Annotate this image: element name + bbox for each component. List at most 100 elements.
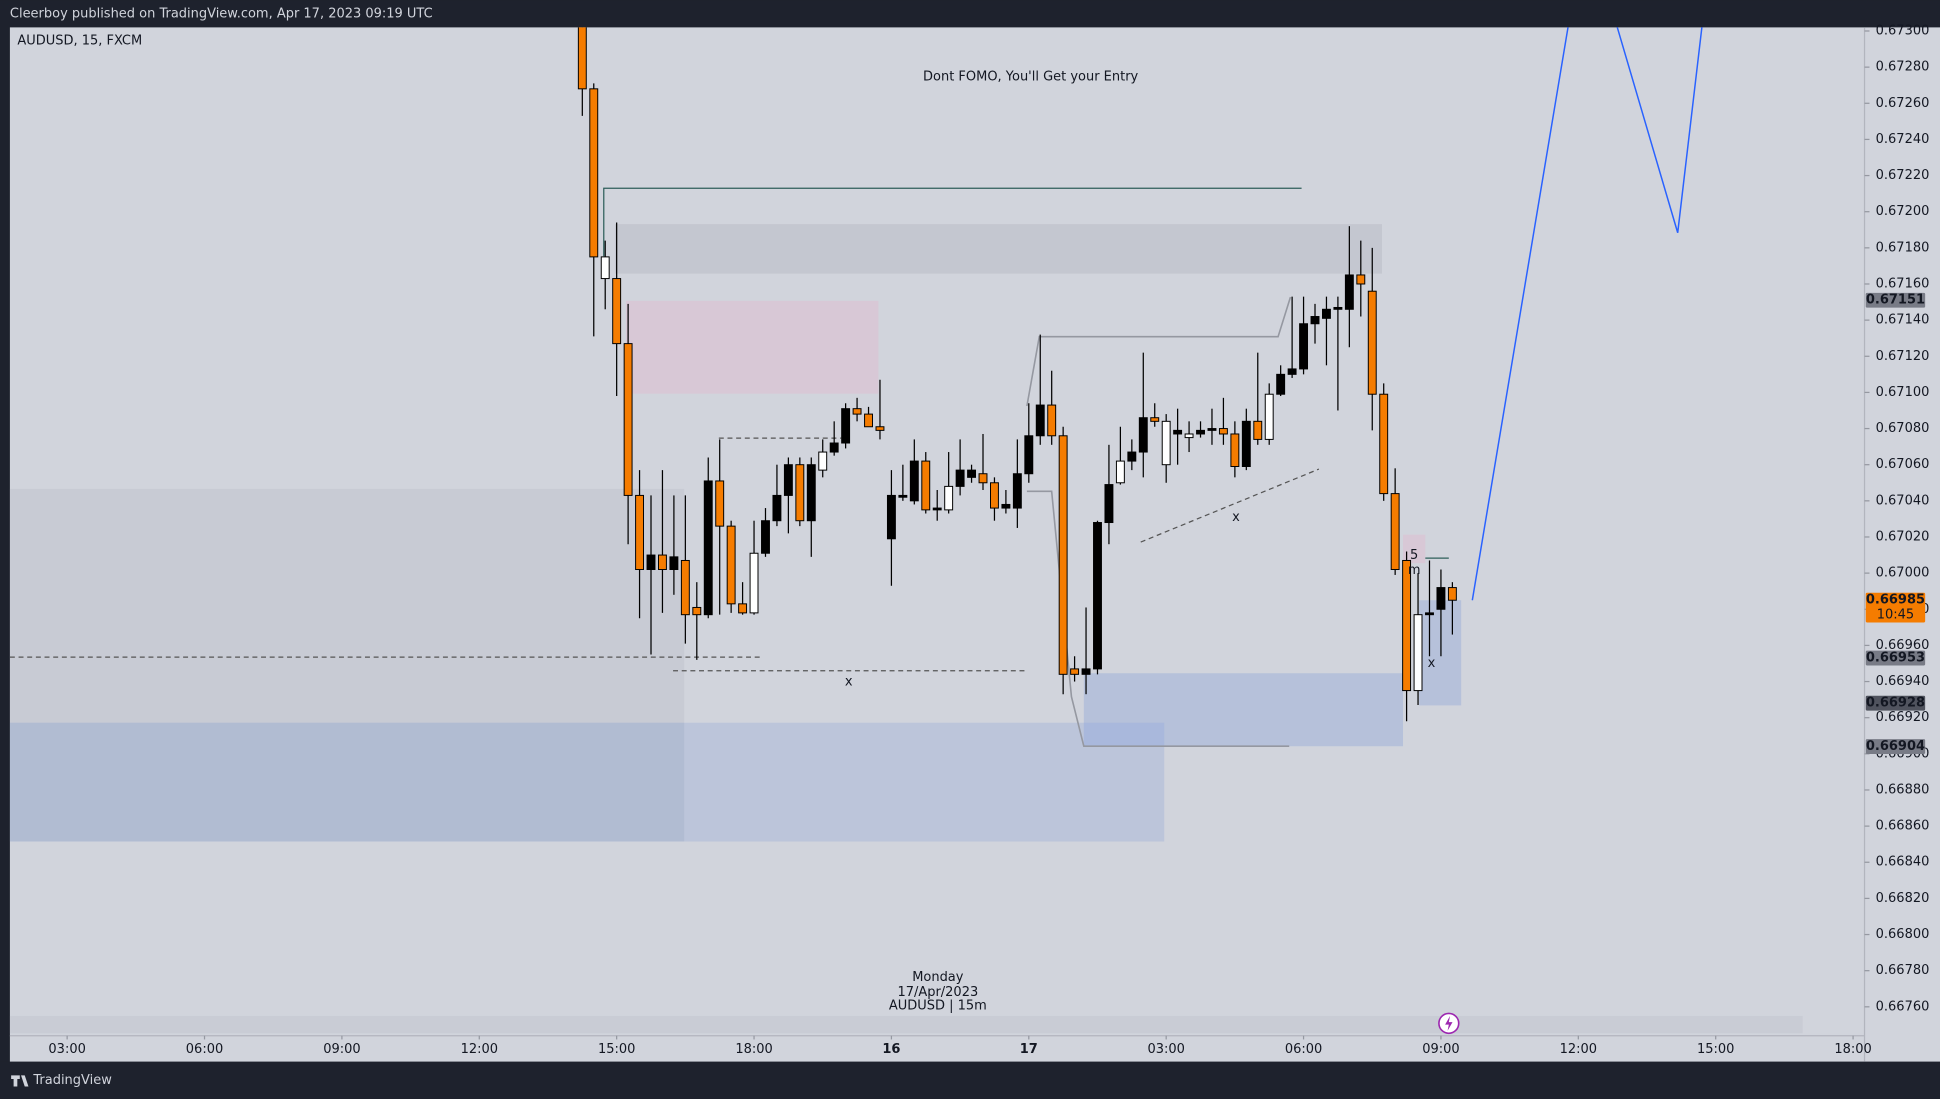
x-tick-label: 17	[1020, 1042, 1038, 1057]
candle-body	[1093, 522, 1102, 670]
candle-body	[1344, 274, 1354, 310]
candle-body	[1310, 316, 1320, 325]
candle-body	[1115, 460, 1125, 484]
candle-body	[1230, 433, 1240, 467]
x-tick-label: 18:00	[735, 1042, 772, 1057]
y-tick-label: 0.67040	[1876, 493, 1930, 508]
session-label: Monday	[912, 970, 964, 985]
x-tick-label: 09:00	[1422, 1042, 1459, 1057]
candle-body	[612, 278, 622, 345]
y-tick-label: 0.66820	[1876, 891, 1930, 906]
y-tick-label: 0.66840	[1876, 855, 1930, 870]
y-tick-label: 0.67080	[1876, 421, 1930, 436]
y-tick-label: 0.66960	[1876, 638, 1930, 653]
y-tick-label: 0.67020	[1876, 529, 1930, 544]
price-badge-label: 0.66953	[1866, 651, 1925, 666]
candle-body	[726, 525, 736, 605]
symbol-label: AUDUSD, 15, FXCM	[17, 33, 142, 48]
candle-body	[967, 469, 977, 478]
candle-body	[1070, 668, 1080, 675]
candle-body	[692, 606, 702, 616]
x-tick-label: 16	[882, 1042, 900, 1057]
y-tick-label: 0.66880	[1876, 782, 1930, 797]
candle-body	[623, 343, 633, 496]
y-tick-label: 0.67160	[1876, 276, 1930, 291]
candle-body	[577, 27, 587, 90]
candle-body	[921, 460, 931, 511]
candle-body	[1413, 614, 1423, 692]
candle-body	[932, 507, 942, 511]
x-tick-label: 03:00	[48, 1042, 85, 1057]
candle-body	[978, 473, 988, 484]
candle-body	[1299, 323, 1309, 370]
level-line	[603, 187, 1302, 257]
y-tick-label: 0.66780	[1876, 963, 1930, 978]
candle-body	[944, 485, 954, 511]
drawings	[9, 27, 1803, 1034]
candle-body	[1001, 503, 1011, 509]
dashed-line	[1140, 468, 1320, 543]
zone	[614, 224, 1383, 274]
candle-body	[1058, 435, 1068, 675]
candle-body	[829, 442, 839, 453]
note: m	[1408, 563, 1421, 578]
bottom-strip	[9, 1015, 1803, 1034]
y-tick-label: 0.67060	[1876, 457, 1930, 472]
price-badge-label: 0.66985	[1866, 593, 1925, 608]
price-badge	[1865, 739, 1926, 755]
candle-body	[818, 451, 828, 471]
x-tick-label: 06:00	[186, 1042, 223, 1057]
chart-title: Dont FOMO, You'll Get your Entry	[923, 69, 1139, 84]
brand-name: TradingView	[32, 1073, 112, 1088]
candle-body	[1196, 429, 1205, 435]
price-badge	[1865, 592, 1926, 623]
x-tick-label: 18:00	[1834, 1042, 1871, 1057]
marker: x	[1428, 656, 1436, 671]
marker: x	[1232, 510, 1240, 525]
candle-body	[1127, 451, 1137, 462]
zone	[1083, 722, 1165, 747]
candle-body	[749, 552, 759, 614]
zone	[9, 488, 685, 723]
candle-body	[1264, 393, 1274, 440]
price-badge-label: 0.66904	[1866, 739, 1925, 754]
candle-body	[1287, 368, 1297, 375]
candle-body	[657, 554, 667, 571]
candle-body	[1402, 559, 1412, 692]
candle-body	[795, 464, 805, 522]
candle-body	[703, 480, 713, 616]
y-tick-label: 0.67240	[1876, 132, 1930, 147]
candle-body	[589, 88, 599, 258]
zone	[1419, 600, 1462, 706]
candle-body	[1436, 587, 1446, 610]
candle-body	[1241, 420, 1251, 467]
x-tick-label: 15:00	[598, 1042, 635, 1057]
candle-body	[886, 494, 896, 540]
alert-icon-bolt	[1445, 1015, 1453, 1031]
candle-body	[600, 256, 610, 280]
price-badge	[1865, 695, 1926, 711]
candle-body	[1333, 306, 1343, 310]
zone	[9, 722, 685, 842]
candle-body	[1161, 420, 1171, 466]
candle-body	[1035, 404, 1045, 437]
y-tick-label: 0.66860	[1876, 819, 1930, 834]
zone	[1403, 534, 1426, 564]
candle-body	[1047, 404, 1057, 437]
session-label: 17/Apr/2023	[897, 985, 978, 1000]
price-badge-label: 0.67151	[1866, 293, 1925, 308]
candle-body	[1207, 428, 1217, 431]
candle-body	[1253, 420, 1263, 440]
publish-header: Cleerboy published on TradingView.com, A…	[10, 6, 433, 21]
price-badge	[1865, 292, 1926, 308]
candle-body	[1367, 290, 1377, 395]
x-tick-label: 12:00	[461, 1042, 498, 1057]
candle-body	[1218, 428, 1228, 435]
y-tick-label: 0.67280	[1876, 60, 1930, 75]
structure-line	[1026, 490, 1290, 748]
x-tick-label: 03:00	[1147, 1042, 1184, 1057]
y-tick-label: 0.66940	[1876, 674, 1930, 689]
candle-body	[909, 460, 919, 502]
candles	[577, 27, 1457, 722]
candle-body	[1276, 373, 1286, 395]
